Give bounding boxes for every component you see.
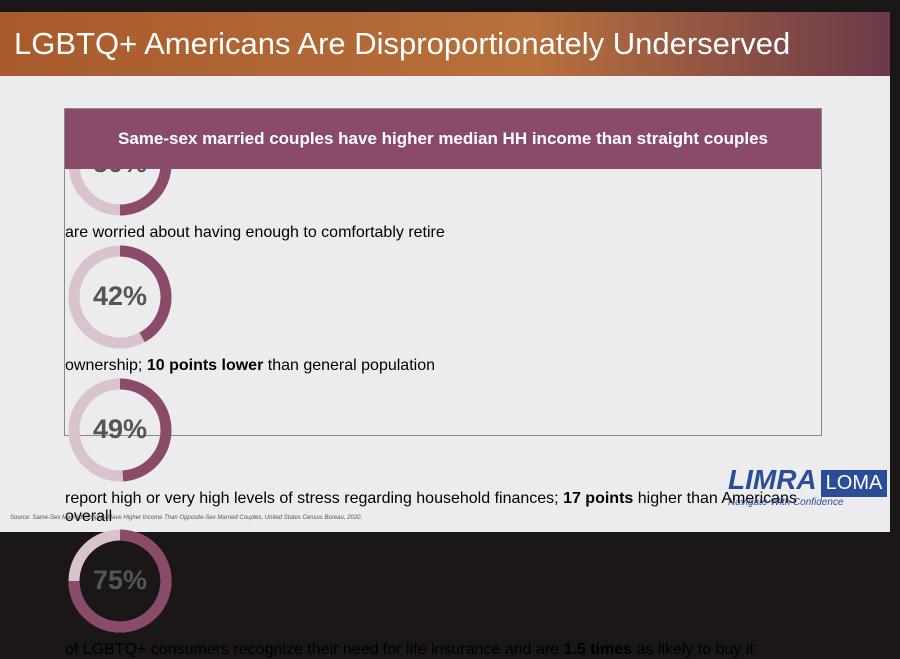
slide: LGBTQ+ Americans Are Disproportionately … — [0, 12, 890, 658]
donut-arc — [119, 245, 172, 343]
donut: 42% — [68, 245, 172, 349]
stat-text-part: 17 points — [563, 490, 634, 507]
stat-text-part: than general population — [267, 357, 435, 374]
stat-value: 75% — [93, 565, 147, 595]
logo-tagline: Navigate With Confidence — [728, 497, 844, 508]
stat-text-part: 1.5 times — [563, 641, 632, 658]
stat: 49% report high or very high levels of st… — [65, 375, 821, 526]
donut: 75% — [68, 529, 172, 633]
donut: 49% — [68, 378, 172, 482]
stat-text-part: 10 points lower — [146, 357, 264, 374]
stat-text-part: are worried about having enough to comfo… — [65, 224, 445, 241]
title-bar: LGBTQ+ Americans Are Disproportionately … — [0, 12, 890, 76]
stat-text-part: report high or very high levels of stres… — [65, 490, 559, 507]
stat-text: ownership; 10 points lower than general … — [65, 357, 821, 375]
stat-value: 49% — [93, 414, 147, 444]
donut-arc — [119, 378, 172, 482]
stat-text-part: as likely to buy it — [636, 641, 754, 658]
stat-text: of LGBTQ+ consumers recognize their need… — [65, 641, 821, 659]
logo-right: LOMA — [820, 470, 888, 497]
page: LGBTQ+ Americans Are Disproportionately … — [0, 12, 890, 658]
stat-value: 42% — [93, 281, 147, 311]
logo-left: LIMRA — [728, 464, 817, 495]
source-note: Source: Same-Sex Married Couples Have Hi… — [10, 515, 363, 521]
logo: LIMRA LOMA Navigate With Confidence — [728, 464, 888, 508]
stat-text: are worried about having enough to comfo… — [65, 224, 821, 242]
stat-text-part: higher than Americans overall — [65, 490, 797, 525]
slide-title: LGBTQ+ Americans Are Disproportionately … — [14, 26, 791, 61]
stat-text-part: of LGBTQ+ consumers recognize their need… — [65, 641, 560, 658]
stat: 75% of LGBTQ+ consumers recognize their n… — [65, 526, 821, 659]
stat: 42% ownership; 10 points lower than gener… — [65, 242, 821, 375]
banner: Same-sex married couples have higher med… — [65, 109, 821, 169]
content-box: Same-sex married couples have higher med… — [64, 108, 822, 658]
stat-text-part: ownership; — [65, 357, 143, 374]
stat-text: report high or very high levels of stres… — [65, 490, 821, 526]
